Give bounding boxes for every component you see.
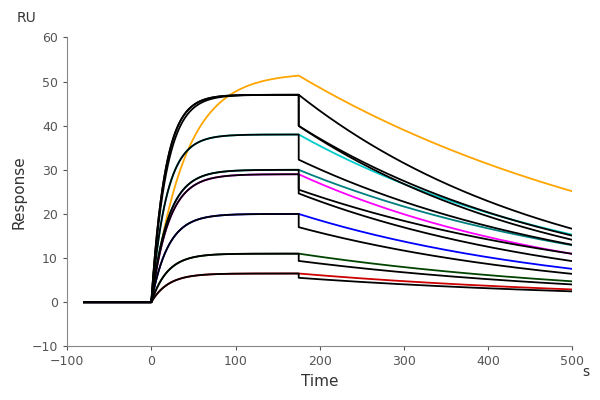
Text: RU: RU	[17, 11, 36, 25]
X-axis label: Time: Time	[301, 374, 338, 389]
Text: s: s	[583, 365, 590, 379]
Y-axis label: Response: Response	[11, 155, 26, 229]
